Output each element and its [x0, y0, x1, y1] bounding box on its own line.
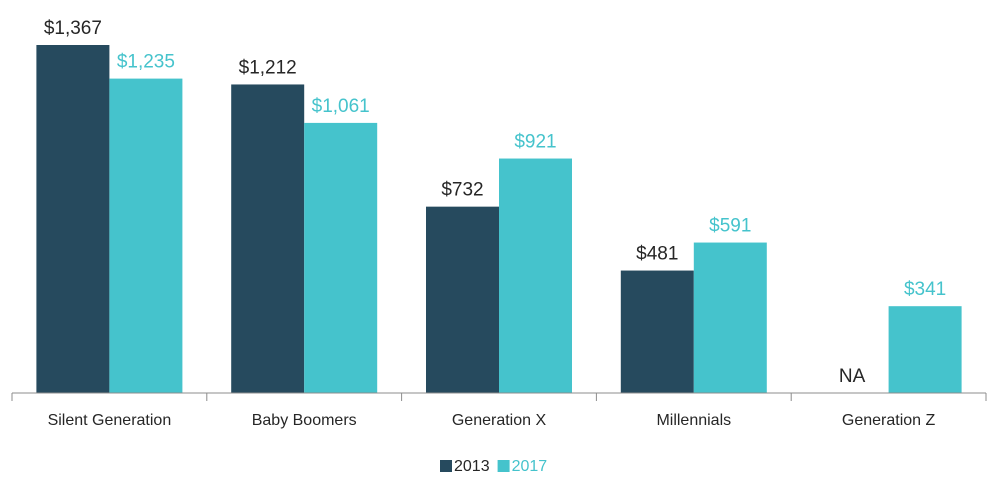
bar: [109, 78, 183, 393]
value-label: $1,367: [44, 18, 102, 39]
value-label: $341: [904, 279, 946, 300]
x-tick-label: Generation Z: [842, 412, 936, 429]
legend-swatch: [497, 460, 510, 472]
value-label: $1,061: [312, 96, 370, 117]
value-label: NA: [839, 366, 866, 387]
value-label: $921: [514, 132, 556, 153]
x-tick-label: Silent Generation: [48, 412, 172, 429]
legend-label: 2017: [512, 458, 548, 475]
bar: [231, 84, 305, 393]
x-tick-label: Baby Boomers: [252, 412, 357, 429]
legend-swatch: [440, 460, 452, 472]
value-label: $1,212: [239, 57, 297, 78]
bar: [620, 270, 694, 393]
bar: [426, 206, 499, 393]
value-label: $1,235: [117, 52, 175, 73]
bar: [693, 242, 767, 393]
x-tick-label: Generation X: [452, 412, 547, 429]
value-label: $732: [441, 180, 483, 201]
legend-label: 2013: [454, 458, 490, 475]
x-tick-label: Millennials: [656, 412, 731, 429]
bar: [888, 306, 962, 393]
bar: [499, 158, 572, 393]
bar: [304, 122, 378, 393]
value-label: $591: [709, 216, 751, 237]
value-label: $481: [636, 244, 678, 265]
bar: [36, 45, 110, 393]
